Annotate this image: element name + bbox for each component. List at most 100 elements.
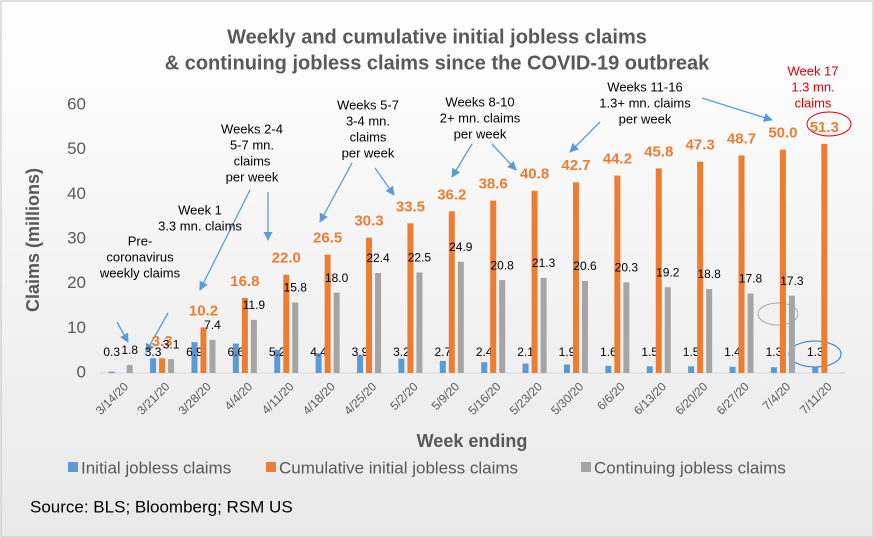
data-label: 17.3 xyxy=(780,274,804,288)
bar xyxy=(531,190,538,373)
data-label: 1.3 xyxy=(807,345,824,359)
annotation: Week 17 xyxy=(787,63,838,78)
bar xyxy=(250,319,257,373)
data-label: 1.6 xyxy=(600,345,617,359)
annotation: per week xyxy=(619,111,672,126)
bar xyxy=(563,364,570,373)
bar xyxy=(688,366,695,373)
data-label: 42.7 xyxy=(561,157,590,174)
y-axis-label: Claims (millions) xyxy=(23,168,43,312)
bar xyxy=(821,143,828,373)
data-label: 7.4 xyxy=(204,318,221,332)
data-label: 21.3 xyxy=(532,256,556,270)
bar xyxy=(241,297,248,373)
y-tick-label: 40 xyxy=(67,184,86,203)
y-tick-label: 30 xyxy=(67,228,86,247)
legend-label: Cumulative initial jobless claims xyxy=(279,458,518,477)
bar xyxy=(490,200,497,373)
bar xyxy=(375,272,382,373)
data-label: 3.3 xyxy=(145,345,162,359)
bar xyxy=(623,282,630,373)
data-label: 0.3 xyxy=(103,345,120,359)
bar xyxy=(159,358,166,373)
data-label: 30.3 xyxy=(354,213,383,230)
bar xyxy=(481,362,488,373)
data-label: 50.0 xyxy=(768,125,797,142)
bar xyxy=(283,274,290,373)
bar xyxy=(779,149,786,373)
bar xyxy=(655,168,662,373)
bar xyxy=(729,366,736,373)
data-label: 4.4 xyxy=(310,345,327,359)
bar xyxy=(770,367,777,373)
data-label: 5.2 xyxy=(269,345,286,359)
bar xyxy=(614,175,621,373)
bar xyxy=(664,287,671,373)
annotation: weekly claims xyxy=(99,265,181,280)
annotation: 3.3 mn. claims xyxy=(158,218,242,233)
legend-swatch xyxy=(581,462,591,472)
y-tick-label: 60 xyxy=(67,94,86,113)
bar xyxy=(333,292,340,373)
data-label: 15.8 xyxy=(284,281,308,295)
annotation: coronavirus xyxy=(106,249,174,264)
annotation: 1.3+ mn. claims xyxy=(599,95,691,110)
annotation: 2+ mn. claims xyxy=(440,110,521,125)
data-label: 26.5 xyxy=(313,230,342,247)
bar xyxy=(366,237,373,373)
data-label: 1.8 xyxy=(121,343,138,357)
y-tick-label: 50 xyxy=(67,139,86,158)
data-label: 1.9 xyxy=(559,345,576,359)
data-label: 20.8 xyxy=(491,258,515,272)
bar xyxy=(439,360,446,373)
bar xyxy=(812,367,819,373)
legend-swatch xyxy=(266,462,276,472)
bar xyxy=(398,358,405,373)
data-label: 1.3 xyxy=(766,345,783,359)
legend-label: Continuing jobless claims xyxy=(594,458,786,477)
arrows xyxy=(116,97,773,353)
data-label: 45.8 xyxy=(644,143,673,160)
annotation: 1.3 mn. xyxy=(791,79,834,94)
data-label: 1.5 xyxy=(641,345,658,359)
annotation: per week xyxy=(226,169,279,184)
bar xyxy=(605,365,612,373)
data-label: 11.9 xyxy=(243,298,266,312)
data-label: 3.3 xyxy=(152,333,173,350)
data-label: 3.9 xyxy=(352,345,369,359)
bar xyxy=(357,355,364,373)
data-label: 20.6 xyxy=(573,259,597,273)
data-label: 6.6 xyxy=(228,345,245,359)
bar xyxy=(274,349,281,373)
bar xyxy=(788,295,795,373)
bar xyxy=(191,342,198,373)
annotation: Weeks 2-4 xyxy=(221,121,283,136)
data-label: 10.2 xyxy=(189,302,218,319)
data-label: 38.6 xyxy=(479,176,508,193)
data-label: 51.3 xyxy=(810,119,839,136)
data-label: 18.8 xyxy=(697,267,721,281)
bar xyxy=(126,364,133,373)
annotation: Week 1 xyxy=(178,202,222,217)
highlight xyxy=(806,111,852,137)
y-tick-label: 10 xyxy=(67,318,86,337)
data-label: 47.3 xyxy=(686,137,715,154)
bar xyxy=(738,155,745,373)
data-label: 18.0 xyxy=(325,271,349,285)
annotation: Weeks 5-7 xyxy=(337,97,399,112)
annotation: 5-7 mn. xyxy=(230,137,274,152)
data-label: 1.5 xyxy=(683,345,700,359)
bar xyxy=(315,353,322,373)
bar xyxy=(200,327,207,373)
data-label: 24.9 xyxy=(449,240,473,254)
highlight xyxy=(757,302,799,326)
bar xyxy=(499,280,506,373)
data-label: 16.8 xyxy=(230,273,259,290)
data-label: 2.1 xyxy=(517,345,534,359)
bar xyxy=(697,161,704,373)
data-label: 3.1 xyxy=(163,337,180,351)
data-label: 1.4 xyxy=(724,345,741,359)
chart-title: & continuing jobless claims since the CO… xyxy=(165,52,710,74)
bar xyxy=(407,223,414,373)
